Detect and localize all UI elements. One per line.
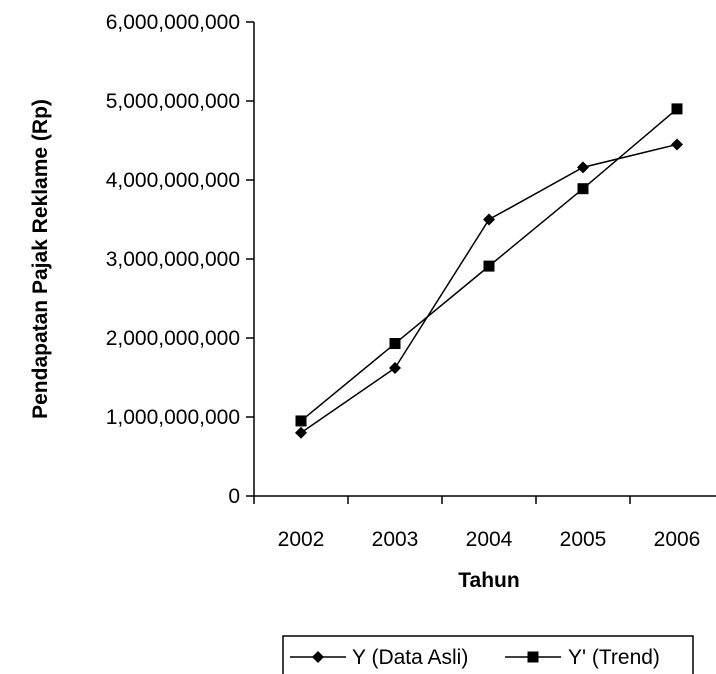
- x-tick-label: 2004: [466, 528, 513, 551]
- x-axis-title: Tahun: [458, 569, 519, 592]
- x-tick-label: 2002: [278, 528, 325, 551]
- data-point-square: [577, 183, 589, 195]
- series-line: [300, 143, 678, 434]
- data-point-diamond: [483, 213, 495, 226]
- legend-label: Y (Data Asli): [352, 646, 468, 669]
- y-tick-label: 0: [228, 485, 240, 508]
- data-point-diamond: [577, 161, 589, 174]
- legend-box: [282, 635, 694, 674]
- x-tick-label: 2003: [372, 528, 419, 551]
- x-ticks: 2002 2003 2004 2005 2006: [253, 496, 701, 551]
- data-point-square: [483, 260, 495, 272]
- y-tick-label: 5,000,000,000: [106, 90, 240, 113]
- axes: [253, 22, 716, 497]
- data-point-square: [295, 415, 307, 427]
- y-tick-label: 4,000,000,000: [106, 169, 240, 192]
- x-tick-label: 2006: [654, 528, 701, 551]
- data-point-diamond: [671, 138, 683, 151]
- legend: Y (Data Asli) Y' (Trend): [282, 635, 694, 674]
- data-point-square: [671, 103, 683, 115]
- y-tick-label: 2,000,000,000: [106, 327, 240, 350]
- data-point-square: [389, 338, 401, 350]
- y-tick-label: 6,000,000,000: [106, 11, 240, 34]
- y-tick-label: 1,000,000,000: [106, 406, 240, 429]
- series-group: [295, 103, 683, 439]
- data-point-diamond: [295, 426, 307, 439]
- series-2: [295, 103, 683, 427]
- data-point-diamond: [389, 362, 401, 375]
- series-1: [295, 138, 683, 439]
- y-axis-title: Pendapatan Pajak Reklame (Rp): [29, 99, 52, 419]
- legend-label: Y' (Trend): [568, 646, 660, 669]
- legend-marker: [312, 651, 324, 663]
- y-ticks: 0 1,000,000,000 2,000,000,000 3,000,000,000…: [106, 11, 254, 508]
- legend-marker: [527, 651, 539, 663]
- y-tick-label: 3,000,000,000: [106, 248, 240, 271]
- x-tick-label: 2005: [560, 528, 607, 551]
